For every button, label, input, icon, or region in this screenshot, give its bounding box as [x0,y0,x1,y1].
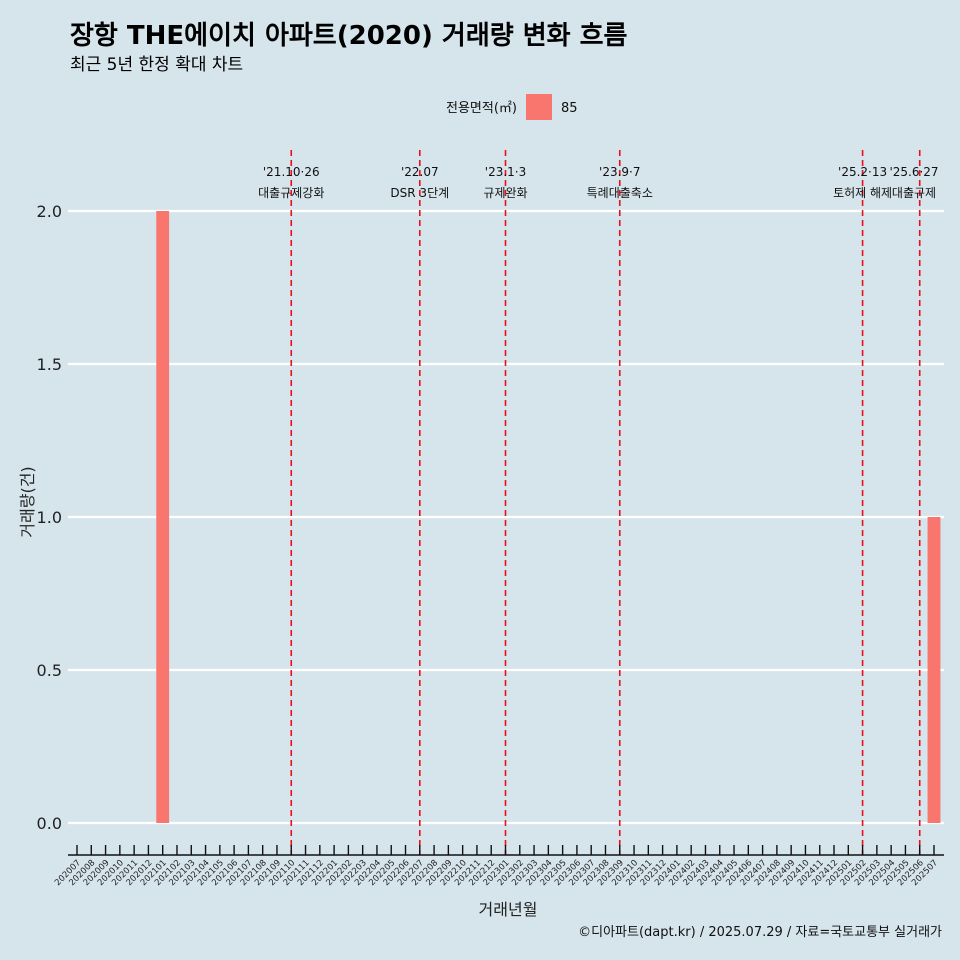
bar [156,211,170,823]
legend-key-85 [526,94,552,120]
legend-title: 전용면적(㎡) [446,101,517,116]
y-axis-ticks: 0.0 0.5 1.0 1.5 2.0 [37,202,62,833]
chart-subtitle: 최근 5년 한정 확대 차트 [70,55,243,75]
y-tick-label: 1.5 [37,355,62,374]
event-label: 대출규제강화 [258,186,324,200]
bars [156,211,941,823]
event-date: '25.2·13 [838,165,887,179]
x-axis-title: 거래년월 [479,900,538,919]
y-axis-title: 거래량(건) [18,466,37,537]
caption: ©디아파트(dapt.kr) / 2025.07.29 / 자료=국토교통부 실… [578,925,942,940]
event-label: 토허제 해제 [833,186,892,200]
event-date: '22.07 [401,165,439,179]
x-axis: 2020072020082020092020102020112020122021… [53,845,944,888]
bar [927,517,941,823]
event-label: 대출규제 [892,186,936,200]
y-tick-label: 2.0 [37,202,62,221]
legend-label-85: 85 [561,101,578,116]
chart-title: 장항 THE에이치 아파트(2020) 거래량 변화 흐름 [70,21,628,51]
y-tick-label: 1.0 [37,508,62,527]
event-label: 특례대출축소 [587,186,653,200]
event-label: DSR 3단계 [390,186,449,200]
y-tick-label: 0.0 [37,814,62,833]
event-date: '21.10·26 [263,165,320,179]
y-tick-label: 0.5 [37,661,62,680]
event-lines: '21.10·26 대출규제강화 '22.07 DSR 3단계 '23.1·3 규제완화 '… [258,150,939,855]
event-date: '25.6·27 [889,165,938,179]
event-label: 규제완화 [483,186,527,200]
legend: 전용면적(㎡) 85 [446,94,578,120]
event-date: '23.1·3 [485,165,526,179]
event-date: '23.9·7 [599,165,640,179]
